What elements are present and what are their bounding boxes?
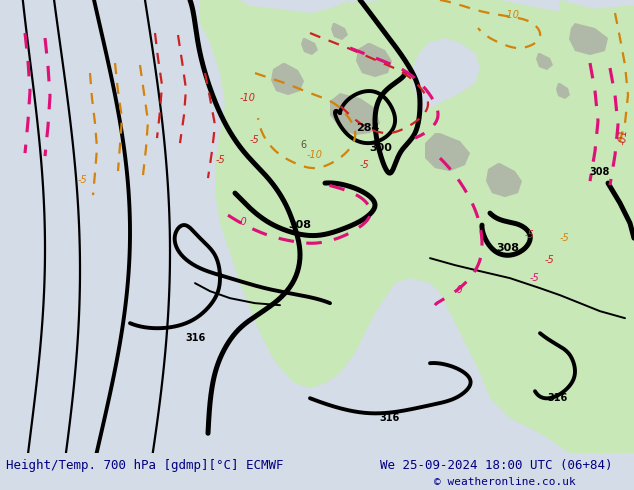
- Text: 308: 308: [496, 243, 519, 253]
- Text: -5: -5: [78, 175, 87, 185]
- Polygon shape: [569, 23, 608, 55]
- Polygon shape: [428, 0, 452, 21]
- Text: 284: 284: [356, 123, 380, 133]
- Polygon shape: [425, 133, 470, 171]
- Polygon shape: [200, 0, 634, 453]
- Text: Height/Temp. 700 hPa [gdmp][°C] ECMWF: Height/Temp. 700 hPa [gdmp][°C] ECMWF: [6, 459, 284, 471]
- Text: 300: 300: [370, 143, 392, 153]
- Polygon shape: [556, 83, 570, 99]
- Text: -5: -5: [560, 233, 570, 243]
- Polygon shape: [271, 63, 304, 95]
- Polygon shape: [356, 43, 392, 77]
- Text: 308: 308: [590, 167, 610, 177]
- Text: -5: -5: [360, 160, 370, 170]
- Text: 316: 316: [185, 333, 205, 343]
- Text: -5: -5: [216, 155, 226, 165]
- Polygon shape: [486, 163, 522, 197]
- Text: © weatheronline.co.uk: © weatheronline.co.uk: [434, 477, 576, 487]
- Polygon shape: [486, 0, 508, 21]
- Polygon shape: [301, 38, 318, 55]
- Polygon shape: [352, 0, 385, 28]
- Text: 316: 316: [548, 393, 568, 403]
- Polygon shape: [392, 0, 418, 25]
- Polygon shape: [456, 0, 478, 21]
- Polygon shape: [536, 53, 553, 70]
- Text: 6: 6: [300, 140, 306, 150]
- Text: -10: -10: [240, 93, 256, 103]
- Text: 308: 308: [288, 220, 311, 230]
- Polygon shape: [331, 23, 348, 40]
- Text: -5: -5: [525, 230, 534, 240]
- Text: -01: -01: [618, 128, 630, 145]
- Text: -5: -5: [530, 273, 540, 283]
- Polygon shape: [200, 0, 350, 58]
- Text: We 25-09-2024 18:00 UTC (06+84): We 25-09-2024 18:00 UTC (06+84): [380, 459, 613, 471]
- Polygon shape: [412, 38, 480, 113]
- Text: -10: -10: [307, 150, 323, 160]
- Text: -5: -5: [250, 135, 260, 145]
- Text: 316: 316: [380, 413, 400, 423]
- Text: -10: -10: [504, 10, 520, 20]
- Text: -0: -0: [454, 285, 463, 295]
- Text: -5: -5: [545, 255, 555, 265]
- Text: -0: -0: [238, 217, 248, 227]
- Polygon shape: [330, 93, 380, 135]
- Polygon shape: [555, 0, 634, 118]
